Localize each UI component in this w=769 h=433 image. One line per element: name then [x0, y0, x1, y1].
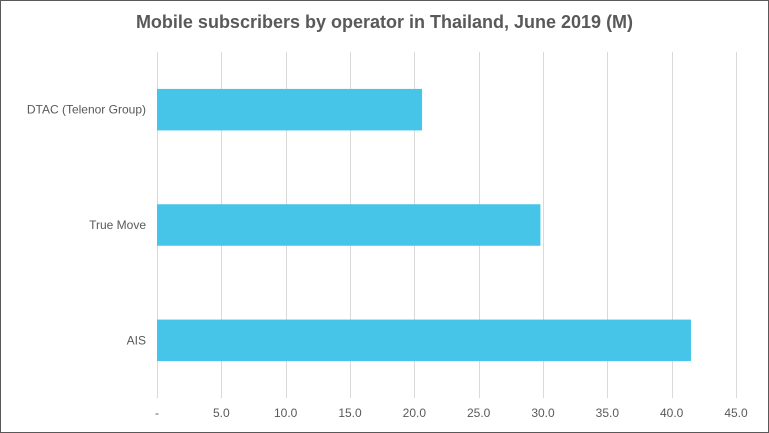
x-tick-labels: - 5.0 10.0 15.0 20.0 25.0 30.0 35.0 40.0 45.0	[155, 406, 748, 420]
chart-title: Mobile subscribers by operator in Thaila…	[135, 12, 634, 32]
bar-dtac-telenor-group	[157, 88, 423, 131]
category-label: DTAC (Telenor Group)	[27, 103, 146, 117]
bar-ais	[157, 319, 691, 362]
x-tick-label: 20.0	[403, 406, 427, 420]
x-tick-label: -	[155, 406, 159, 420]
x-tick-label: 35.0	[596, 406, 620, 420]
x-tick-label: 5.0	[213, 406, 230, 420]
x-tick-label: 45.0	[724, 406, 748, 420]
x-tick-label: 10.0	[274, 406, 298, 420]
x-tick-label: 40.0	[660, 406, 684, 420]
x-tick-label: 15.0	[338, 406, 362, 420]
category-label: True Move	[89, 218, 146, 232]
category-labels: DTAC (Telenor Group) True Move AIS	[27, 103, 146, 348]
x-tick-label: 25.0	[467, 406, 491, 420]
x-tick-label: 30.0	[531, 406, 555, 420]
bars	[157, 88, 691, 362]
bar-true-move	[157, 204, 541, 246]
category-label: AIS	[127, 333, 146, 347]
